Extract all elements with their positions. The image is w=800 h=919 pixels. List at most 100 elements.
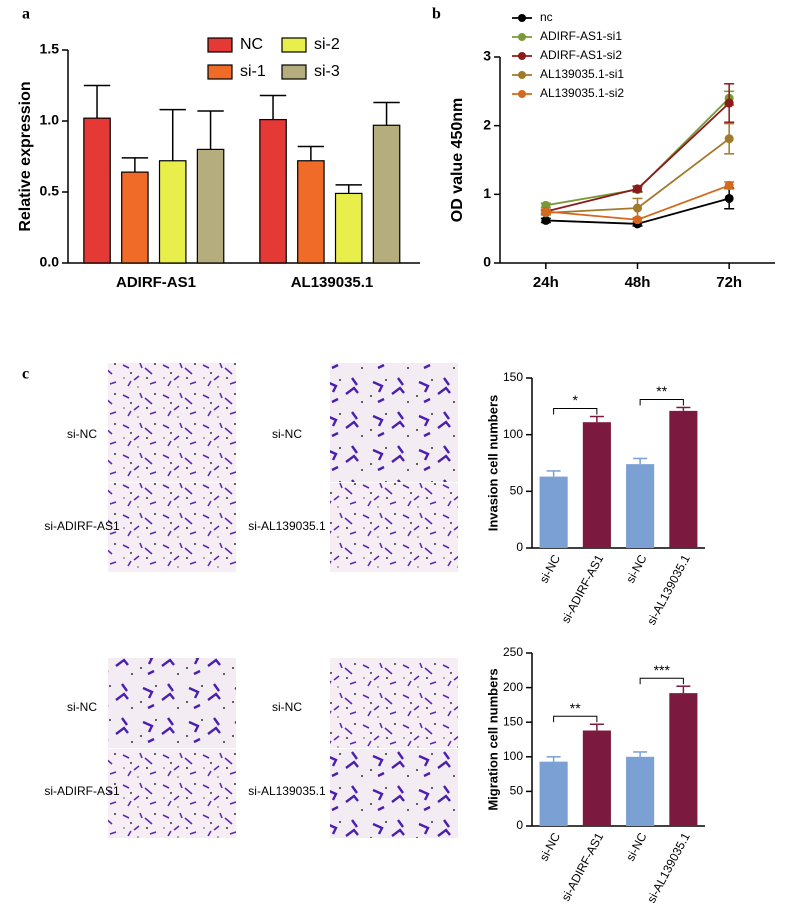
micrograph bbox=[330, 363, 458, 482]
x-tick-label: 72h bbox=[716, 274, 742, 291]
micrograph-label: si-NC bbox=[67, 427, 97, 441]
marker bbox=[724, 98, 734, 108]
micrograph bbox=[108, 363, 236, 482]
marker bbox=[541, 215, 551, 225]
y-axis-label: OD value 450nm bbox=[449, 98, 466, 223]
bar bbox=[297, 160, 325, 264]
legend-swatch bbox=[281, 64, 307, 80]
y-tick-label: 100 bbox=[503, 427, 523, 441]
y-tick-label: 1 bbox=[483, 185, 491, 201]
bar bbox=[626, 756, 655, 826]
bar bbox=[669, 693, 698, 826]
y-tick-label: 50 bbox=[510, 484, 524, 498]
significance-label: *** bbox=[654, 662, 671, 678]
legend-label: NC bbox=[240, 36, 263, 53]
bar bbox=[582, 730, 611, 826]
marker bbox=[724, 193, 734, 203]
x-tick-label: si-NC bbox=[537, 830, 564, 863]
significance-bracket bbox=[639, 677, 684, 685]
bar bbox=[372, 124, 401, 264]
x-tick-label: AL139035.1 bbox=[291, 274, 374, 291]
micrograph-label: si-NC bbox=[272, 700, 302, 714]
y-tick-label: 0 bbox=[516, 818, 523, 832]
marker bbox=[541, 207, 551, 216]
bar bbox=[158, 160, 187, 264]
panel-label: a bbox=[22, 6, 30, 23]
significance-bracket bbox=[553, 715, 598, 723]
legend-label: AL139035.1-si1 bbox=[540, 67, 624, 81]
x-tick-label: 24h bbox=[533, 274, 559, 291]
panel-label: b bbox=[432, 6, 441, 23]
significance-label: * bbox=[573, 392, 579, 408]
legend-marker bbox=[518, 33, 526, 41]
legend-label: ADIRF-AS1-si1 bbox=[540, 29, 622, 43]
marker bbox=[633, 203, 642, 213]
y-axis-label: Migration cell numbers bbox=[485, 668, 500, 810]
x-tick-label: si-NC bbox=[623, 552, 650, 585]
y-tick-label: 150 bbox=[503, 714, 523, 728]
legend-label: si-1 bbox=[240, 63, 266, 80]
x-tick-label: si-AL139035.1 bbox=[644, 552, 693, 627]
micrograph bbox=[108, 658, 236, 748]
x-tick-label: ADIRF-AS1 bbox=[116, 274, 196, 291]
micrograph-label: si-NC bbox=[272, 427, 302, 441]
x-tick-label: si-ADIRF-AS1 bbox=[559, 552, 607, 625]
significance-label: ** bbox=[570, 700, 581, 716]
marker bbox=[541, 200, 551, 210]
y-tick-label: 50 bbox=[510, 784, 524, 798]
micrograph bbox=[330, 749, 458, 838]
y-tick-label: 250 bbox=[503, 645, 523, 659]
x-tick-label: si-NC bbox=[623, 830, 650, 863]
marker bbox=[724, 180, 734, 190]
y-tick-label: 0.0 bbox=[40, 254, 60, 270]
legend-label: AL139035.1-si2 bbox=[540, 86, 624, 100]
bar bbox=[196, 148, 225, 264]
micrographs bbox=[108, 363, 458, 838]
y-tick-label: 0.5 bbox=[40, 183, 60, 199]
y-tick-label: 100 bbox=[503, 749, 523, 763]
legend-swatch bbox=[207, 64, 233, 80]
bar bbox=[334, 192, 363, 264]
legend-marker bbox=[518, 52, 526, 60]
bar bbox=[539, 761, 568, 826]
y-tick-label: 200 bbox=[503, 680, 523, 694]
x-tick-label: 48h bbox=[625, 274, 651, 291]
panel-label: c bbox=[22, 366, 29, 383]
y-tick-label: 1.0 bbox=[40, 112, 60, 128]
legend-swatch bbox=[207, 37, 233, 53]
y-axis-label: Relative expression bbox=[17, 81, 34, 231]
micrograph-label: si-NC bbox=[67, 700, 97, 714]
micrograph-label: si-ADIRF-AS1 bbox=[44, 519, 120, 533]
y-axis-label: Invasion cell numbers bbox=[485, 395, 500, 532]
x-tick-label: si-ADIRF-AS1 bbox=[559, 830, 607, 903]
bar bbox=[83, 117, 111, 264]
marker bbox=[633, 184, 642, 194]
legend-marker bbox=[518, 14, 526, 22]
y-tick-label: 3 bbox=[483, 48, 491, 64]
legend-swatch bbox=[281, 37, 307, 53]
micrograph bbox=[108, 483, 236, 572]
bar bbox=[259, 118, 287, 264]
legend-label: si-3 bbox=[314, 63, 340, 80]
legend-label: nc bbox=[540, 10, 553, 24]
legend-marker bbox=[518, 90, 526, 98]
y-tick-label: 150 bbox=[503, 370, 523, 384]
x-tick-label: si-AL139035.1 bbox=[644, 830, 693, 905]
bar bbox=[669, 410, 698, 548]
micrograph bbox=[108, 749, 236, 838]
y-tick-label: 1.5 bbox=[40, 41, 60, 57]
y-tick-label: 0 bbox=[516, 540, 523, 554]
marker bbox=[633, 215, 642, 225]
micrograph bbox=[330, 483, 458, 572]
significance-bracket bbox=[553, 408, 598, 415]
x-tick-label: si-NC bbox=[537, 552, 564, 585]
micrograph-label: si-AL139035.1 bbox=[248, 519, 326, 533]
y-tick-label: 0 bbox=[483, 254, 491, 270]
y-tick-label: 2 bbox=[483, 116, 491, 132]
significance-bracket bbox=[639, 398, 684, 406]
significance-label: ** bbox=[656, 383, 667, 399]
legend-label: ADIRF-AS1-si2 bbox=[540, 48, 622, 62]
marker bbox=[724, 134, 734, 144]
